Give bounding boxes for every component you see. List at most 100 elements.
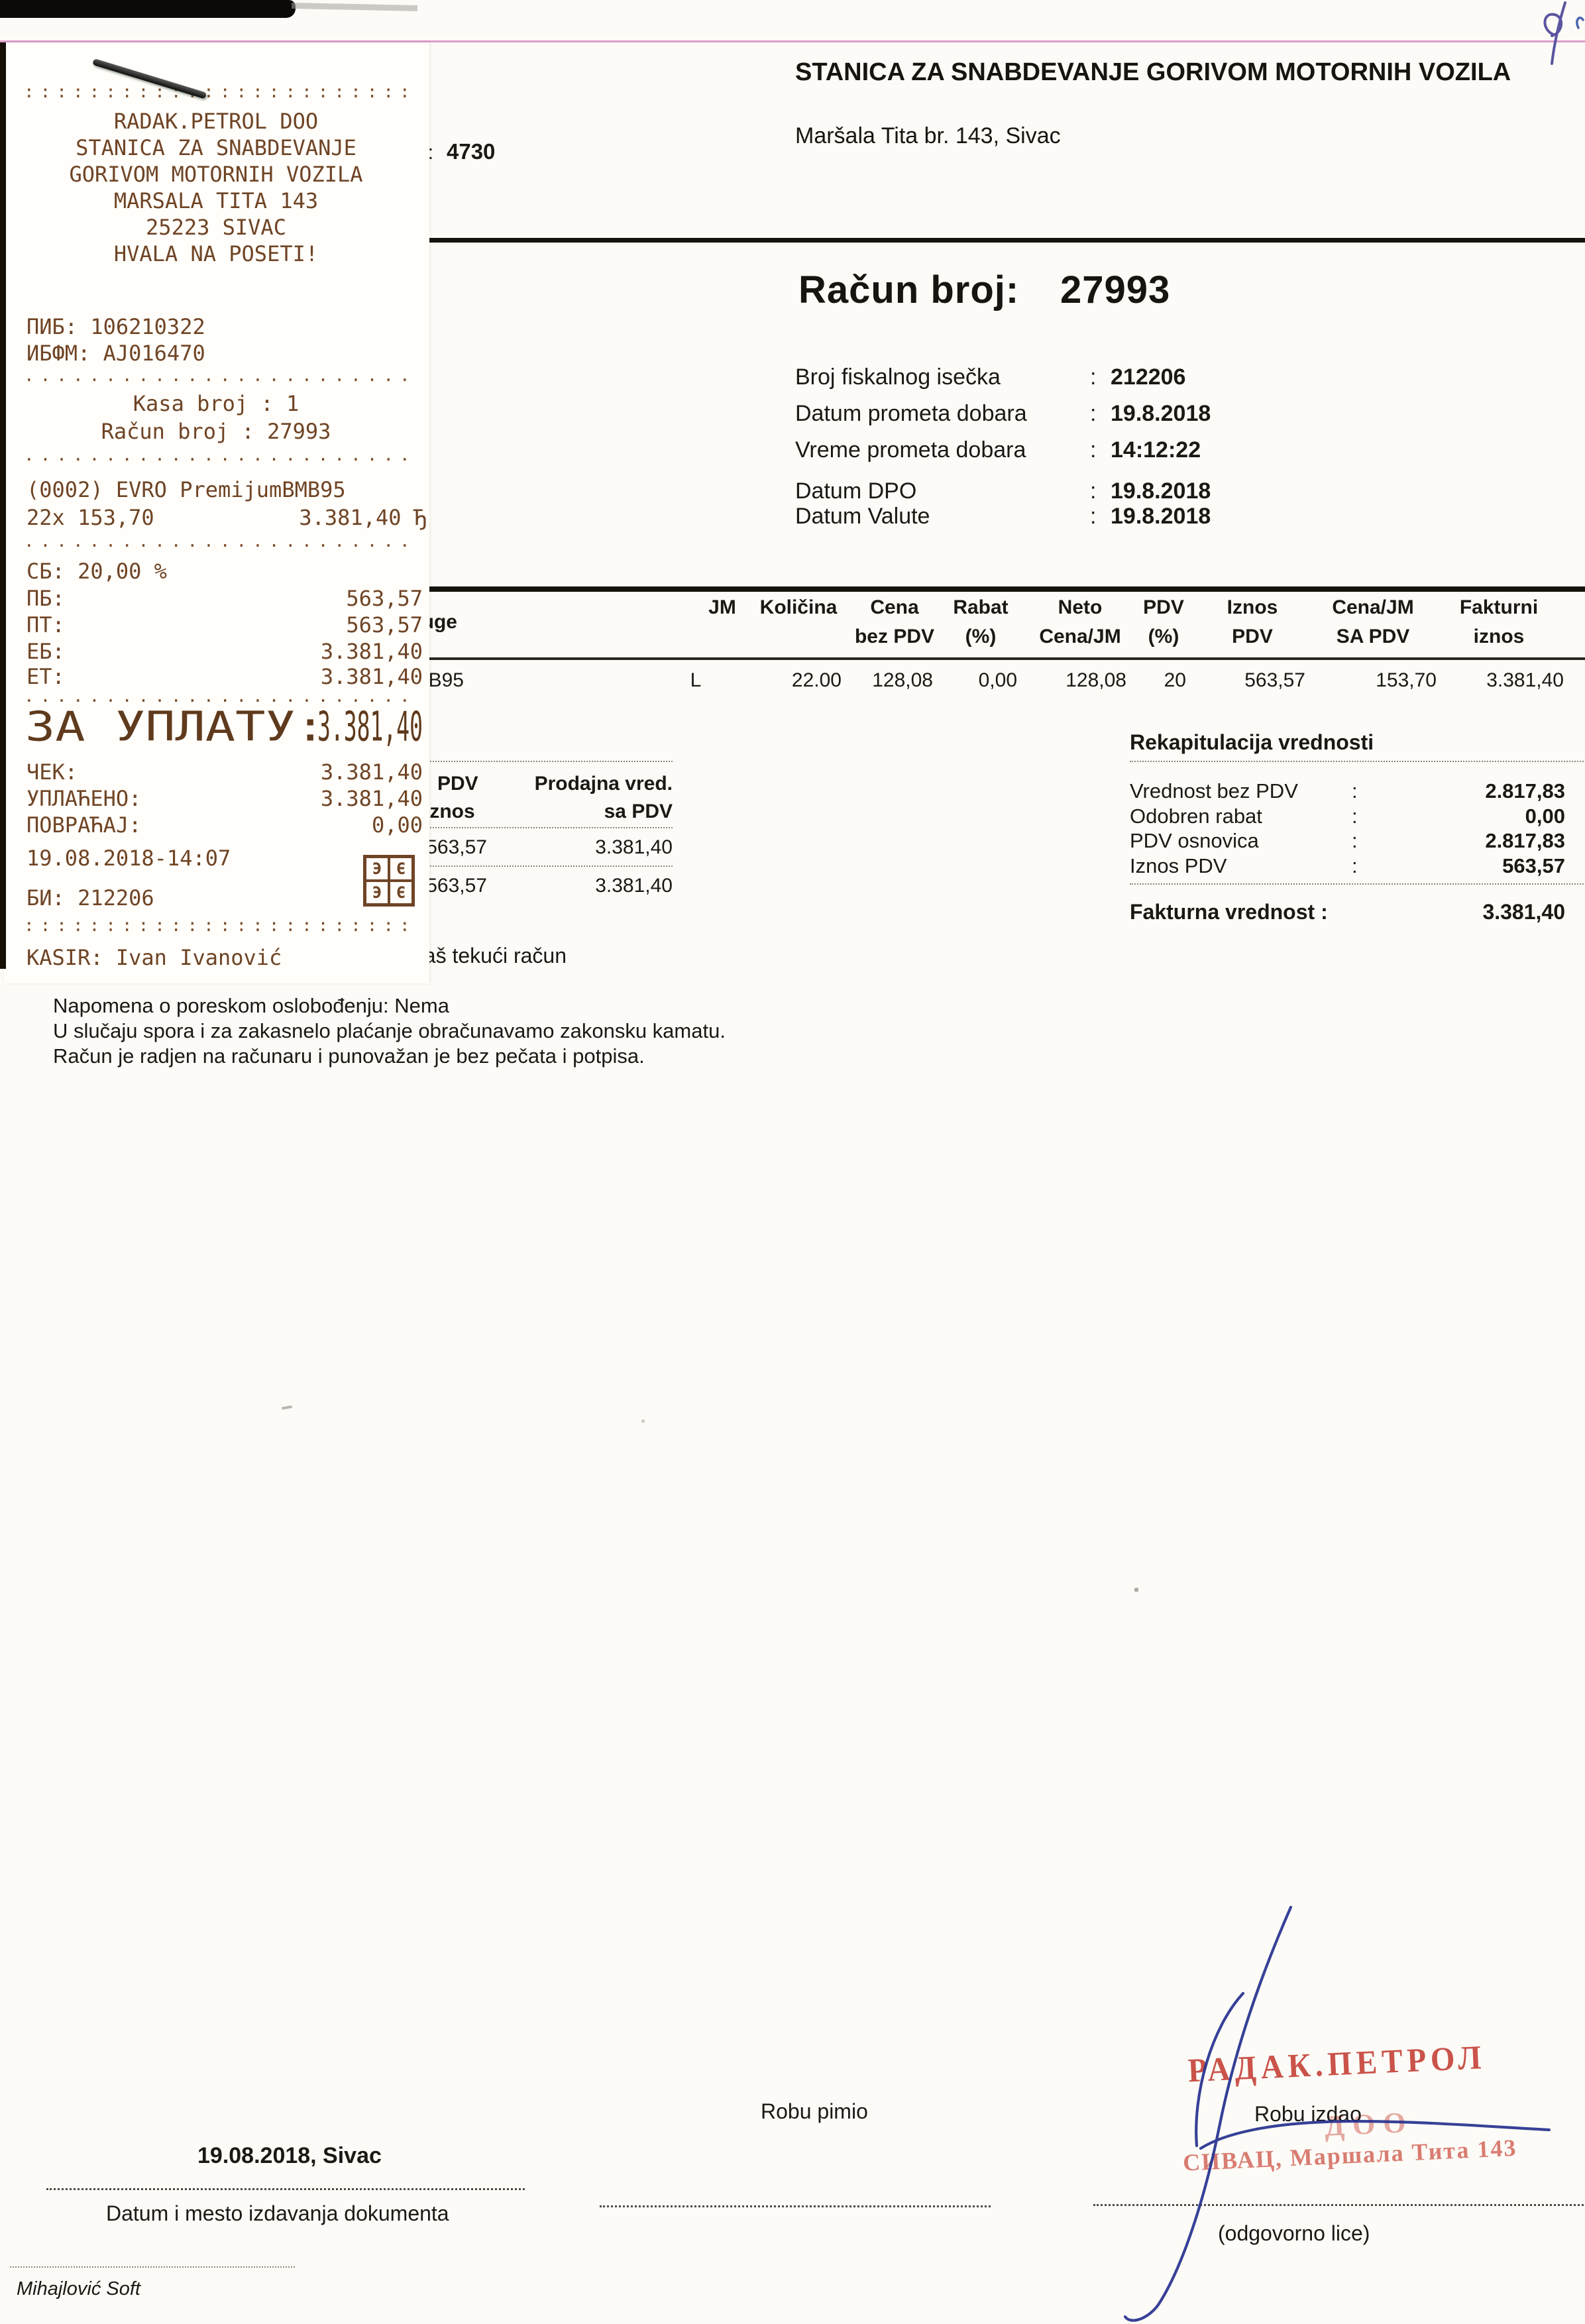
row-jm: L bbox=[690, 669, 702, 691]
table-header-rabat-2: (%) bbox=[965, 626, 997, 647]
rekap-line-1 bbox=[1130, 761, 1584, 762]
rekap-fakturna-label: Fakturna vrednost : bbox=[1130, 900, 1328, 924]
subtable-line-3 bbox=[398, 865, 673, 867]
receipt-cek-label: ЧЕК: bbox=[27, 759, 78, 785]
pen-mark-top-right bbox=[1543, 1, 1584, 65]
rekap-osnovica-value: 2.817,83 bbox=[1485, 829, 1565, 852]
rekap-vrednost-label: Vrednost bez PDV bbox=[1130, 779, 1298, 802]
receipt-za-uplatu-value: 3.381,40 bbox=[317, 702, 423, 751]
rekap-line-2 bbox=[1130, 883, 1584, 885]
page-title-number: 27993 bbox=[1060, 268, 1171, 311]
receipt-item: (0002) EVRO PremijumBMB95 bbox=[27, 477, 346, 502]
rekap-title: Rekapitulacija vrednosti bbox=[1130, 730, 1374, 754]
receipt-separator: ........................................… bbox=[24, 687, 411, 706]
row-iznos-pdv: 563,57 bbox=[1244, 669, 1305, 691]
rekap-iznos-pdv-value: 563,57 bbox=[1502, 854, 1565, 877]
receipt-company-6: HVALA NA POSETI! bbox=[113, 241, 319, 266]
row-cena-bez-pdv: 128,08 bbox=[872, 669, 933, 691]
receipt-separator: ........................................… bbox=[24, 531, 411, 551]
thermal-receipt: ::::::::::::::::::::::::::::::::::: RADA… bbox=[4, 42, 429, 983]
detail-datum-dpo-label: Datum DPO bbox=[795, 478, 917, 504]
table-header-jm: JM bbox=[708, 596, 736, 618]
subtable-line-2 bbox=[398, 827, 673, 828]
receipt-pib: ПИБ: 106210322 bbox=[27, 314, 205, 339]
receipt-datetime: 19.08.2018-14:07 bbox=[27, 846, 231, 871]
table-header-fakturni-2: iznos bbox=[1473, 626, 1525, 647]
receipt-separator: ::::::::::::::::::::::::::::::::::: bbox=[24, 916, 411, 936]
scan-pink-line bbox=[0, 40, 1585, 42]
company-address: Maršala Tita br. 143, Sivac bbox=[795, 123, 1061, 148]
fiscal-logo-cell: Є bbox=[389, 881, 413, 905]
subtable-r1-iznos: 563,57 bbox=[426, 836, 487, 858]
rekap-fakturna-value: 3.381,40 bbox=[1482, 900, 1565, 924]
signature bbox=[1123, 1905, 1551, 2322]
receipt-sb: СБ: 20,00 % bbox=[27, 559, 167, 584]
rekap-vrednost-colon: : bbox=[1352, 779, 1358, 802]
receipt-company-4: MARSALA TITA 143 bbox=[113, 188, 319, 213]
subtable-r2-iznos: 563,57 bbox=[426, 875, 487, 897]
receipt-povracaj-label: ПОВРАЋАЈ: bbox=[27, 812, 142, 838]
page-title: Račun broj: bbox=[798, 268, 1020, 311]
detail-datum-prometa-value: 19.8.2018 bbox=[1111, 401, 1211, 426]
subtable-header-prodajna-2: sa PDV bbox=[604, 801, 673, 822]
rekap-rabat-value: 0,00 bbox=[1525, 804, 1565, 828]
detail-vreme-prometa-colon: : bbox=[1090, 437, 1097, 463]
receipt-racun-broj: Račun broj : 27993 bbox=[101, 419, 331, 444]
scan-edge-artifact-top-smear bbox=[291, 3, 418, 11]
fiscal-logo-cell: Є bbox=[389, 857, 413, 881]
table-header-cena-1: Cena bbox=[870, 596, 919, 618]
detail-vreme-prometa-value: 14:12:22 bbox=[1111, 437, 1201, 463]
fiscal-logo-cell: Э bbox=[365, 857, 389, 881]
receipt-eb-label: ЕБ: bbox=[27, 639, 65, 664]
scan-speck bbox=[1134, 1588, 1138, 1592]
robu-primio-label: Robu pimio bbox=[761, 2099, 868, 2123]
table-header-neto-1: Neto bbox=[1058, 596, 1103, 618]
company-name: STANICA ZA SNABDEVANJE GORIVOM MOTORNIH … bbox=[795, 58, 1511, 86]
note-line-1: Napomena o poreskom oslobođenju: Nema bbox=[53, 994, 449, 1017]
subtable-header-pdv: PDV bbox=[437, 773, 478, 795]
rekap-iznos-pdv-colon: : bbox=[1352, 854, 1358, 877]
subtable-line-1 bbox=[398, 761, 673, 762]
row-rabat: 0,00 bbox=[978, 669, 1017, 691]
row-cena-sa-pdv: 153,70 bbox=[1376, 669, 1437, 691]
software-line bbox=[10, 2266, 295, 2268]
receipt-qty: 22x 153,70 bbox=[27, 505, 154, 530]
receipt-separator: ::::::::::::::::::::::::::::::::::: bbox=[24, 82, 411, 102]
table-header-iznos-1: Iznos bbox=[1227, 596, 1278, 618]
receipt-za-uplatu-label: ЗА УПЛАТУ: bbox=[25, 702, 326, 751]
receipt-company-3: GORIVOM MOTORNIH VOZILA bbox=[69, 162, 363, 187]
receipt-pt-value: 563,57 bbox=[346, 612, 423, 637]
receipt-company-5: 25223 SIVAC bbox=[146, 215, 286, 240]
receipt-ibfm: ИБФМ: АЈ016470 bbox=[27, 341, 205, 366]
receipt-qty-amount: 3.381,40 Ђ bbox=[299, 505, 427, 530]
receipt-pt-label: ПТ: bbox=[27, 612, 65, 637]
detail-datum-dpo-value: 19.8.2018 bbox=[1111, 478, 1211, 504]
date-place: 19.08.2018, Sivac bbox=[197, 2143, 382, 2168]
note-line-3: Račun je radjen na računaru i punovažan … bbox=[53, 1044, 645, 1068]
receipt-separator: ........................................… bbox=[24, 445, 411, 465]
table-header-cena-2: bez PDV bbox=[854, 626, 935, 647]
table-header-kolicina: Količina bbox=[759, 596, 838, 618]
row-neto-cena: 128,08 bbox=[1066, 669, 1126, 691]
receipt-company-2: STANICA ZA SNABDEVANJE bbox=[76, 135, 356, 160]
receipt-uplaceno-label: УПЛАЋЕНО: bbox=[27, 786, 142, 811]
receipt-eb-value: 3.381,40 bbox=[320, 639, 423, 664]
table-header-cjm-2: SA PDV bbox=[1336, 626, 1410, 647]
detail-fiskalni-colon: : bbox=[1090, 364, 1097, 390]
robu-primio-line bbox=[600, 2205, 991, 2207]
odgovorno-lice-caption: (odgovorno lice) bbox=[1218, 2221, 1370, 2245]
receipt-kasir: KASIR: Ivan Ivanović bbox=[27, 945, 282, 970]
date-place-line bbox=[46, 2188, 525, 2190]
tel-value: 4730 bbox=[447, 139, 496, 164]
table-header-iznos-2: PDV bbox=[1232, 626, 1273, 647]
detail-datum-valute-value: 19.8.2018 bbox=[1111, 504, 1211, 529]
table-header-pdv-1: PDV bbox=[1143, 596, 1184, 618]
scan-speck bbox=[641, 1419, 645, 1423]
detail-fiskalni-label: Broj fiskalnog isečka bbox=[795, 364, 1001, 390]
table-top-border bbox=[398, 586, 1585, 592]
rekap-osnovica-label: PDV osnovica bbox=[1130, 829, 1259, 852]
row-pdv-pct: 20 bbox=[1164, 669, 1186, 691]
receipt-kasa-broj: Kasa broj : 1 bbox=[133, 391, 300, 416]
rekap-osnovica-colon: : bbox=[1352, 829, 1358, 852]
